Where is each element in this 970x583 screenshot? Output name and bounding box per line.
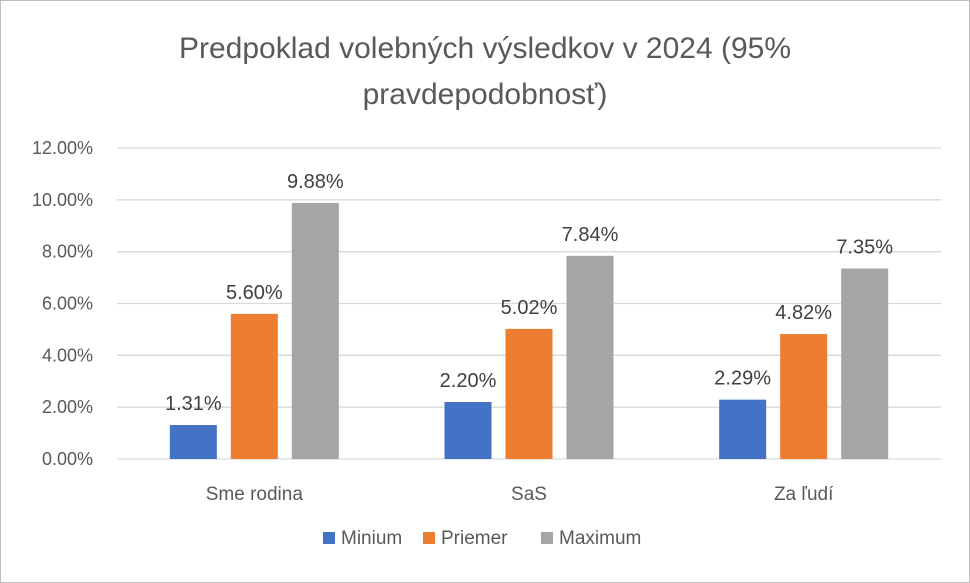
legend-swatch: [541, 532, 553, 544]
legend-swatch: [423, 532, 435, 544]
y-tick-label: 12.00%: [32, 138, 93, 158]
bar-maximum: [841, 268, 889, 459]
data-label: 1.31%: [165, 393, 222, 415]
legend-swatch: [323, 532, 335, 544]
bar-minium: [169, 425, 217, 459]
bar-priemer: [505, 328, 553, 459]
data-labels: 1.31% 5.60% 9.88% 2.20% 5.02% 7.84% 2.29% 4.82%…: [165, 171, 893, 415]
data-label: 5.02%: [501, 297, 558, 319]
legend: Minium Priemer Maximum: [323, 528, 641, 549]
y-tick-label: 4.00%: [42, 345, 93, 365]
chart-title-line-2: pravdepodobnosť): [363, 78, 608, 111]
y-tick-label: 10.00%: [32, 190, 93, 210]
legend-label: Minium: [341, 528, 402, 549]
y-tick-label: 2.00%: [42, 397, 93, 417]
data-label: 7.84%: [562, 224, 619, 246]
bar-maximum: [566, 255, 614, 459]
data-label: 7.35%: [836, 237, 893, 259]
legend-label: Maximum: [559, 528, 641, 549]
x-category-label: Za ľudí: [774, 484, 834, 505]
x-axis-categories: Sme rodina SaS Za ľudí: [206, 484, 834, 505]
bars: [169, 202, 889, 459]
y-tick-label: 6.00%: [42, 294, 93, 314]
data-label: 9.88%: [287, 171, 344, 193]
y-axis-ticks: 0.00% 2.00% 4.00% 6.00% 8.00% 10.00% 12.00%: [32, 138, 93, 469]
y-tick-label: 0.00%: [42, 449, 93, 469]
bar-minium: [444, 401, 492, 459]
bar-maximum: [291, 202, 339, 459]
bar-minium: [719, 399, 767, 459]
bar-priemer: [780, 334, 828, 459]
x-category-label: Sme rodina: [206, 484, 304, 505]
chart-title-line-1: Predpoklad volebných výsledkov v 2024 (9…: [179, 32, 791, 65]
bar-priemer: [230, 313, 278, 459]
y-tick-label: 8.00%: [42, 242, 93, 262]
data-label: 2.29%: [714, 368, 771, 390]
legend-label: Priemer: [441, 528, 508, 549]
data-label: 2.20%: [440, 370, 497, 392]
chart-title: Predpoklad volebných výsledkov v 2024 (9…: [179, 32, 791, 111]
data-label: 4.82%: [775, 302, 832, 324]
data-label: 5.60%: [226, 282, 283, 304]
x-category-label: SaS: [511, 484, 547, 505]
